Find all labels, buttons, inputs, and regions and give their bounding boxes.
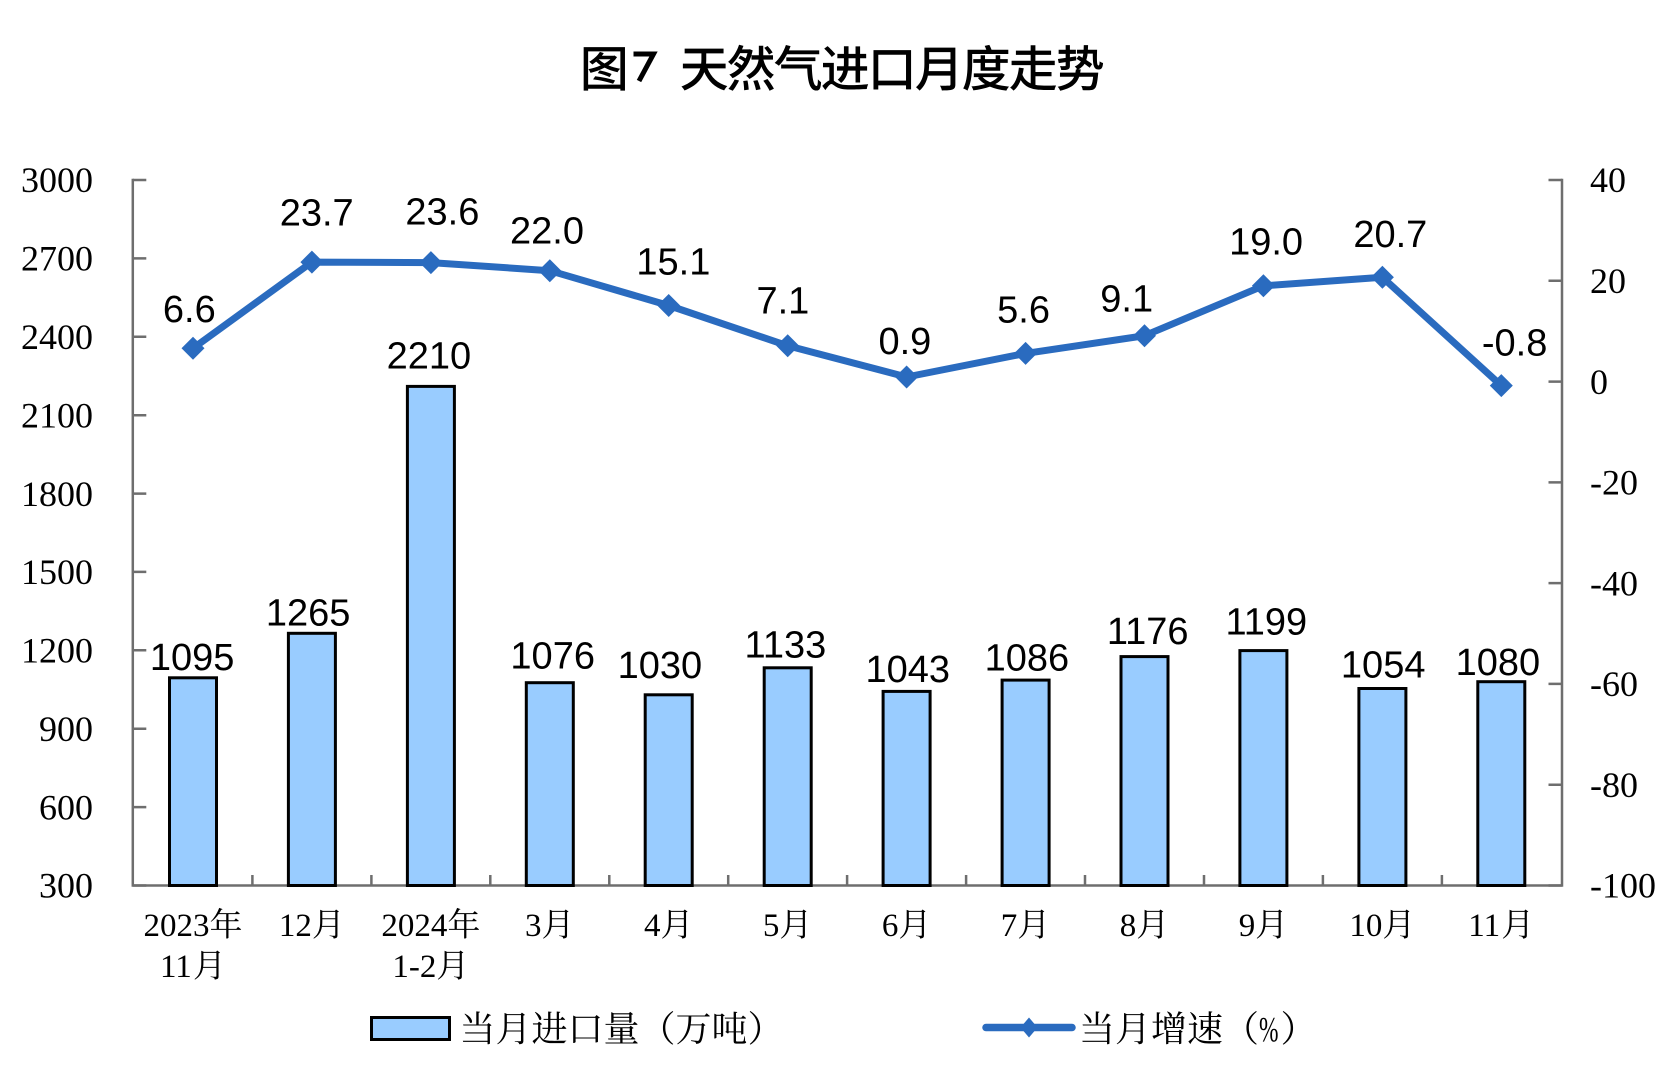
svg-text:11: 11: [1468, 908, 1500, 944]
svg-text:15.1: 15.1: [636, 242, 710, 284]
svg-text:4: 4: [644, 908, 661, 944]
svg-text:3000: 3000: [21, 160, 93, 200]
svg-text:1800: 1800: [21, 474, 93, 514]
svg-text:1176: 1176: [1107, 611, 1189, 653]
svg-text:6: 6: [882, 908, 899, 944]
svg-text:1030: 1030: [618, 645, 703, 687]
svg-text:-20: -20: [1590, 463, 1638, 503]
svg-text:300: 300: [39, 866, 93, 906]
svg-text:2023: 2023: [144, 908, 210, 944]
svg-text:-100: -100: [1590, 866, 1656, 906]
svg-text:1133: 1133: [745, 624, 827, 666]
svg-text:1080: 1080: [1456, 642, 1541, 684]
svg-text:900: 900: [39, 709, 93, 749]
svg-text:1054: 1054: [1341, 644, 1426, 686]
svg-text:%: %: [1259, 1010, 1279, 1050]
svg-text:40: 40: [1590, 160, 1626, 200]
svg-text:-60: -60: [1590, 664, 1638, 704]
svg-text:10: 10: [1349, 908, 1382, 944]
svg-text:20.7: 20.7: [1353, 214, 1427, 256]
svg-text:7.1: 7.1: [756, 281, 809, 323]
svg-text:19.0: 19.0: [1229, 222, 1303, 264]
svg-text:1043: 1043: [866, 649, 951, 691]
svg-text:9: 9: [1239, 908, 1256, 944]
svg-text:9.1: 9.1: [1100, 279, 1153, 321]
svg-text:23.6: 23.6: [405, 191, 479, 233]
svg-text:1095: 1095: [150, 637, 235, 679]
svg-text:1-2: 1-2: [392, 949, 436, 985]
svg-text:1200: 1200: [21, 631, 93, 671]
svg-text:-80: -80: [1590, 765, 1638, 805]
svg-text:1076: 1076: [510, 635, 595, 677]
svg-text:1500: 1500: [21, 552, 93, 592]
svg-text:3: 3: [525, 908, 542, 944]
svg-text:2400: 2400: [21, 317, 93, 357]
svg-text:1199: 1199: [1225, 601, 1307, 643]
svg-text:0: 0: [1590, 362, 1608, 402]
svg-text:8: 8: [1120, 908, 1137, 944]
svg-text:20: 20: [1590, 261, 1626, 301]
svg-text:23.7: 23.7: [280, 193, 354, 235]
svg-text:-0.8: -0.8: [1482, 322, 1547, 364]
svg-text:2024: 2024: [381, 908, 447, 944]
svg-text:2700: 2700: [21, 239, 93, 279]
svg-text:6.6: 6.6: [163, 289, 216, 331]
svg-text:0.9: 0.9: [878, 321, 931, 363]
svg-text:5.6: 5.6: [997, 289, 1050, 331]
svg-text:12: 12: [279, 908, 312, 944]
svg-text:600: 600: [39, 787, 93, 827]
svg-text:1265: 1265: [266, 593, 351, 635]
svg-text:22.0: 22.0: [510, 210, 584, 252]
svg-text:1086: 1086: [985, 638, 1070, 680]
svg-text:5: 5: [763, 908, 780, 944]
svg-text:11: 11: [160, 949, 192, 985]
svg-text:2100: 2100: [21, 395, 93, 435]
svg-text:-40: -40: [1590, 563, 1638, 603]
svg-text:2210: 2210: [387, 336, 472, 378]
svg-text:7: 7: [1001, 908, 1018, 944]
